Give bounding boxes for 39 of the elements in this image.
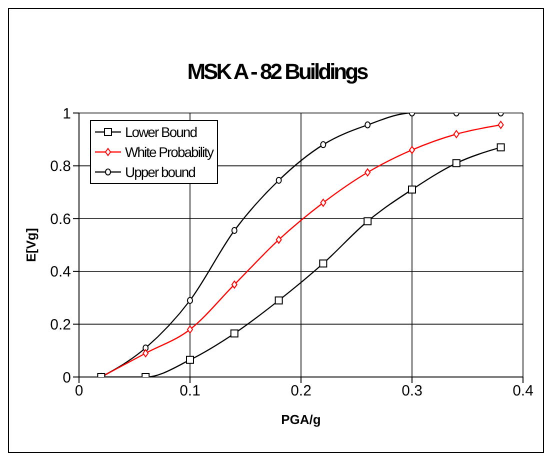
point bbox=[453, 130, 460, 138]
y-tick-label: 0.8 bbox=[50, 158, 71, 176]
point bbox=[364, 121, 371, 128]
x-tick-label: 0.3 bbox=[402, 382, 422, 400]
point bbox=[320, 198, 326, 207]
legend-label: Upper bound bbox=[125, 164, 195, 180]
y-tick-label: 1 bbox=[62, 105, 71, 122]
chart-title: MSK A - 82 Buildings bbox=[186, 59, 368, 85]
point bbox=[319, 259, 328, 268]
point bbox=[364, 168, 371, 176]
point bbox=[320, 141, 326, 148]
point bbox=[408, 186, 416, 194]
point bbox=[452, 159, 460, 168]
point bbox=[498, 120, 504, 129]
point bbox=[274, 296, 283, 304]
point bbox=[186, 356, 194, 364]
x-tick-label: 0 bbox=[74, 382, 84, 400]
x-tick-label: 0.4 bbox=[512, 382, 534, 400]
point bbox=[187, 296, 193, 304]
point bbox=[142, 349, 149, 358]
point bbox=[231, 226, 238, 234]
y-axis-title: E[Vg] bbox=[24, 228, 39, 262]
point bbox=[230, 329, 238, 338]
y-tick-label: 0.4 bbox=[50, 264, 71, 281]
y-tick-label: 0.6 bbox=[50, 210, 71, 228]
point bbox=[276, 176, 282, 184]
point bbox=[276, 236, 282, 244]
legend-label: White Probability bbox=[125, 144, 214, 160]
point bbox=[187, 325, 193, 334]
x-tick-label: 0.1 bbox=[180, 382, 200, 400]
point bbox=[364, 217, 372, 226]
point bbox=[231, 280, 238, 289]
x-tick-label: 0.2 bbox=[290, 382, 312, 400]
y-tick-label: 0.2 bbox=[50, 316, 71, 334]
point bbox=[409, 146, 415, 154]
x-axis-title: PGA/g bbox=[281, 412, 321, 427]
legend-label: Lower Bound bbox=[125, 124, 197, 140]
y-tick-label: 0 bbox=[62, 369, 71, 386]
point bbox=[496, 143, 505, 152]
